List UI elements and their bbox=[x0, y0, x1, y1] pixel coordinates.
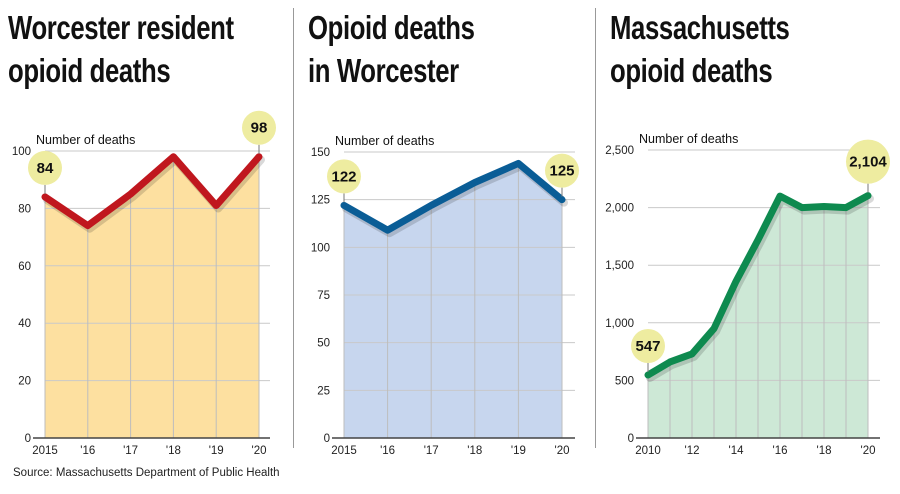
y-tick-label: 500 bbox=[615, 375, 634, 387]
x-tick-label: '16 bbox=[380, 445, 395, 457]
x-tick-label: '17 bbox=[123, 445, 138, 457]
title-line: in Worcester bbox=[308, 52, 459, 89]
x-tick-label: '18 bbox=[467, 445, 482, 457]
y-tick-label: 0 bbox=[628, 433, 634, 445]
x-tick-label: '14 bbox=[729, 445, 745, 457]
y-tick-label: 100 bbox=[311, 242, 330, 254]
y-axis-label: Number of deaths bbox=[639, 132, 738, 146]
area-fill bbox=[344, 163, 562, 438]
y-tick-label: 75 bbox=[317, 290, 330, 302]
y-tick-label: 40 bbox=[18, 318, 31, 330]
y-tick-label: 80 bbox=[18, 203, 31, 215]
y-tick-label: 2,000 bbox=[605, 203, 634, 215]
area-fill bbox=[45, 156, 259, 439]
panel-divider bbox=[293, 8, 294, 448]
series-line bbox=[340, 159, 566, 234]
callout-bubble bbox=[545, 153, 579, 188]
x-tick-label: 2015 bbox=[32, 445, 58, 457]
callout-bubble bbox=[242, 110, 276, 145]
x-tick-label: '20 bbox=[555, 445, 570, 457]
y-tick-label: 1,500 bbox=[605, 260, 634, 272]
callout-label: 84 bbox=[37, 160, 54, 177]
y-tick-label: 100 bbox=[12, 146, 31, 158]
x-tick-label: 2010 bbox=[635, 445, 661, 457]
y-tick-label: 0 bbox=[25, 433, 31, 445]
x-tick-label: 2015 bbox=[331, 445, 357, 457]
x-tick-label: '20 bbox=[252, 445, 267, 457]
y-tick-label: 60 bbox=[18, 261, 31, 273]
callout-label: 125 bbox=[549, 163, 574, 180]
chart-title-massachusetts: Massachusetts opioid deaths bbox=[610, 6, 790, 92]
chart-title-worcester: Opioid deaths in Worcester bbox=[308, 6, 475, 92]
y-tick-label: 2,500 bbox=[605, 145, 634, 157]
x-tick-label: '18 bbox=[817, 445, 832, 457]
series-line bbox=[41, 153, 263, 230]
title-line: Worcester resident bbox=[8, 9, 234, 46]
y-tick-label: 150 bbox=[311, 147, 330, 159]
title-line: opioid deaths bbox=[610, 52, 773, 89]
y-tick-label: 50 bbox=[317, 338, 330, 350]
x-tick-label: '12 bbox=[685, 445, 700, 457]
title-line: Massachusetts bbox=[610, 9, 790, 46]
title-line: Opioid deaths bbox=[308, 9, 475, 46]
callout-label: 122 bbox=[331, 168, 356, 185]
x-tick-label: '16 bbox=[773, 445, 788, 457]
y-tick-label: 25 bbox=[317, 385, 330, 397]
callout-bubble bbox=[846, 139, 890, 184]
x-tick-label: '17 bbox=[424, 445, 439, 457]
title-line: opioid deaths bbox=[8, 52, 171, 89]
callout-label: 547 bbox=[635, 338, 660, 355]
x-tick-label: '19 bbox=[209, 445, 224, 457]
y-axis-label: Number of deaths bbox=[36, 133, 135, 147]
callout-bubble bbox=[631, 328, 665, 363]
callout-label: 2,104 bbox=[849, 154, 887, 171]
x-tick-label: '19 bbox=[511, 445, 526, 457]
callout-bubble bbox=[28, 150, 62, 185]
callout-bubble bbox=[327, 159, 361, 194]
y-tick-label: 20 bbox=[18, 376, 31, 388]
y-tick-label: 0 bbox=[324, 433, 330, 445]
callout-label: 98 bbox=[251, 120, 268, 137]
x-tick-label: '16 bbox=[80, 445, 95, 457]
source-note: Source: Massachusetts Department of Publ… bbox=[13, 467, 280, 479]
y-tick-label: 1,000 bbox=[605, 318, 634, 330]
x-tick-label: '18 bbox=[166, 445, 181, 457]
y-axis-label: Number of deaths bbox=[335, 134, 434, 148]
y-tick-label: 125 bbox=[311, 195, 330, 207]
panel-divider bbox=[595, 8, 596, 448]
chart-title-worcester-resident: Worcester resident opioid deaths bbox=[8, 6, 234, 92]
x-tick-label: '20 bbox=[861, 445, 876, 457]
